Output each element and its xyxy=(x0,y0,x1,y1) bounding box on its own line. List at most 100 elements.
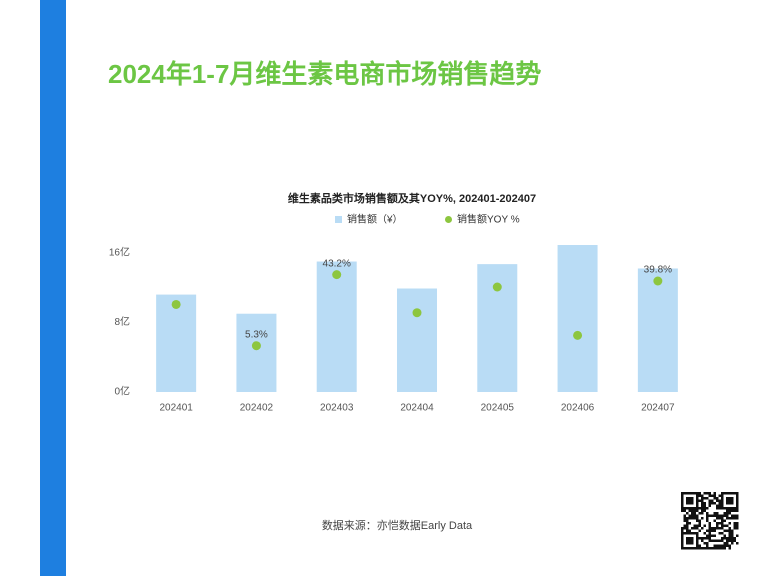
x-tick-label: 202407 xyxy=(641,403,675,414)
dot xyxy=(251,341,261,351)
qr-module xyxy=(706,497,709,500)
qr-module xyxy=(688,542,691,545)
qr-module xyxy=(736,492,739,495)
qr-module xyxy=(696,532,699,535)
qr-module xyxy=(713,519,716,522)
qr-module xyxy=(698,494,701,497)
qr-module xyxy=(713,527,716,530)
qr-module xyxy=(728,492,731,495)
qr-module xyxy=(696,524,699,527)
qr-module xyxy=(696,547,699,550)
qr-module xyxy=(683,517,686,520)
qr-module xyxy=(686,507,689,510)
qr-module xyxy=(696,527,699,530)
qr-module xyxy=(713,547,716,550)
qr-module xyxy=(696,542,699,545)
bar xyxy=(637,268,678,392)
data-label: 5.3% xyxy=(245,329,268,340)
bar xyxy=(316,261,357,392)
qr-module xyxy=(728,499,731,502)
qr-module xyxy=(726,497,729,500)
qr-module xyxy=(726,539,729,542)
qr-module xyxy=(706,514,709,517)
qr-module xyxy=(713,534,716,537)
qr-module xyxy=(706,512,709,515)
qr-module xyxy=(686,517,689,520)
qr-module xyxy=(726,492,729,495)
qr-module xyxy=(726,514,729,517)
qr-module xyxy=(716,512,719,515)
qr-module xyxy=(716,504,719,507)
qr-module xyxy=(688,537,691,540)
qr-module xyxy=(706,547,709,550)
qr-module xyxy=(681,532,684,535)
qr-module xyxy=(713,514,716,517)
qr-module xyxy=(723,514,726,517)
qr-module xyxy=(688,492,691,495)
qr-module xyxy=(713,492,716,495)
x-tick-label: 202405 xyxy=(481,403,515,414)
qr-module xyxy=(736,502,739,505)
qr-module xyxy=(696,534,699,537)
qr-module xyxy=(688,514,691,517)
qr-module xyxy=(698,507,701,510)
qr-module xyxy=(711,502,714,505)
qr-module xyxy=(693,509,696,512)
qr-module xyxy=(721,502,724,505)
qr-module xyxy=(736,507,739,510)
qr-module xyxy=(733,524,736,527)
qr-module xyxy=(703,537,706,540)
qr-module xyxy=(721,517,724,520)
qr-module xyxy=(701,547,704,550)
qr-module xyxy=(691,507,694,510)
qr-module xyxy=(733,507,736,510)
qr-module xyxy=(711,539,714,542)
x-tick-label: 202406 xyxy=(561,403,595,414)
qr-module xyxy=(681,494,684,497)
qr-module xyxy=(713,502,716,505)
qr-module xyxy=(708,494,711,497)
qr-module xyxy=(721,537,724,540)
qr-module xyxy=(688,499,691,502)
qr-module xyxy=(728,539,731,542)
qr-module xyxy=(686,499,689,502)
qr-module xyxy=(681,527,684,530)
qr-module xyxy=(706,544,709,547)
qr-module xyxy=(693,507,696,510)
qr-module xyxy=(736,527,739,530)
qr-module xyxy=(711,514,714,517)
qr-module xyxy=(721,499,724,502)
qr-module xyxy=(713,539,716,542)
qr-module xyxy=(736,499,739,502)
qr-module xyxy=(681,502,684,505)
qr-module xyxy=(736,542,739,545)
qr-module xyxy=(716,524,719,527)
qr-module xyxy=(691,509,694,512)
qr-module xyxy=(691,492,694,495)
qr-module xyxy=(708,522,711,525)
dot xyxy=(492,282,502,292)
qr-module xyxy=(683,492,686,495)
qr-module xyxy=(731,534,734,537)
qr-module xyxy=(731,499,734,502)
qr-module xyxy=(683,519,686,522)
qr-module xyxy=(716,499,719,502)
qr-module xyxy=(736,524,739,527)
qr-module xyxy=(693,547,696,550)
qr-module xyxy=(686,547,689,550)
qr-module xyxy=(713,497,716,500)
qr-module xyxy=(698,524,701,527)
qr-module xyxy=(733,509,736,512)
qr-module xyxy=(716,514,719,517)
qr-module xyxy=(691,502,694,505)
qr-module xyxy=(688,507,691,510)
qr-module xyxy=(688,539,691,542)
qr-module xyxy=(726,529,729,532)
qr-module xyxy=(713,512,716,515)
qr-module xyxy=(691,532,694,535)
qr-module xyxy=(701,539,704,542)
qr-module xyxy=(728,527,731,530)
qr-module xyxy=(726,524,729,527)
qr-module xyxy=(693,514,696,517)
qr-module xyxy=(708,502,711,505)
